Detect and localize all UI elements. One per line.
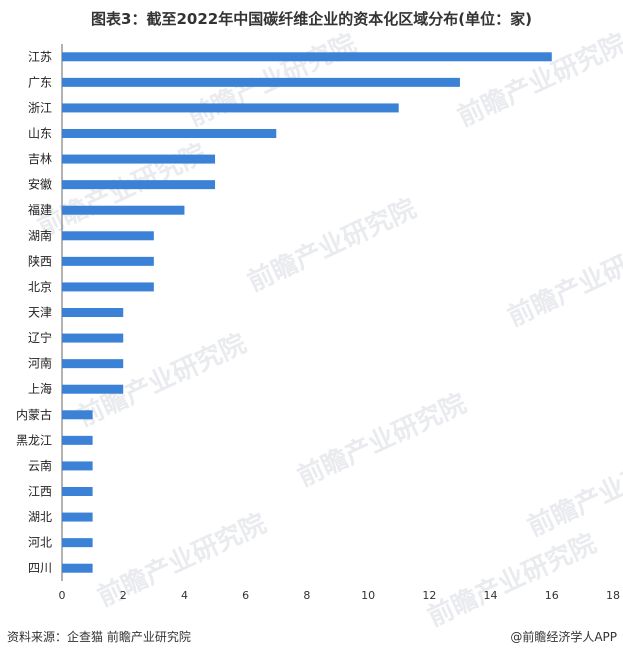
- x-tick-label: 18: [606, 589, 620, 602]
- bar-13: [62, 384, 124, 394]
- bar-8: [62, 256, 154, 266]
- category-label: 四川: [28, 561, 52, 575]
- category-label: 湖南: [28, 228, 52, 243]
- category-label: 河南: [28, 356, 52, 371]
- category-label: 吉林: [28, 152, 52, 166]
- category-label: 陕西: [28, 253, 52, 268]
- x-tick-label: 10: [361, 589, 375, 602]
- bar-14: [62, 410, 93, 420]
- category-label: 江苏: [28, 50, 52, 64]
- bar-20: [62, 563, 93, 573]
- x-tick-label: 8: [303, 589, 310, 602]
- bar-10: [62, 308, 124, 317]
- chart-title: 图表3：截至2022年中国碳纤维企业的资本化区域分布(单位：家): [91, 10, 532, 28]
- bar-1: [62, 77, 460, 87]
- bar-9: [62, 282, 154, 292]
- bar-chart: 江苏广东浙江山东吉林安徽福建湖南陕西北京天津辽宁河南上海内蒙古黑龙江云南江西湖北…: [16, 44, 620, 602]
- category-label: 云南: [28, 458, 52, 473]
- category-label: 内蒙古: [16, 407, 52, 422]
- category-label: 山东: [28, 127, 52, 141]
- category-label: 天津: [28, 306, 52, 320]
- x-tick-label: 12: [422, 589, 436, 602]
- category-label: 江西: [28, 485, 52, 499]
- category-label: 湖北: [28, 509, 52, 524]
- bar-16: [62, 461, 93, 471]
- bar-2: [62, 103, 399, 113]
- x-tick-label: 6: [242, 589, 249, 602]
- bar-6: [62, 205, 185, 215]
- bar-15: [62, 435, 93, 445]
- bar-3: [62, 129, 277, 138]
- brand-label: @前瞻经济学人APP: [510, 630, 617, 644]
- category-label: 黑龙江: [16, 433, 52, 447]
- bar-17: [62, 487, 93, 496]
- bar-18: [62, 512, 93, 522]
- x-tick-label: 2: [120, 589, 127, 602]
- bar-4: [62, 154, 216, 164]
- bar-11: [62, 333, 124, 343]
- category-label: 上海: [28, 381, 52, 396]
- bar-7: [62, 231, 154, 241]
- bar-0: [62, 52, 552, 62]
- category-label: 北京: [28, 280, 52, 294]
- x-tick-label: 0: [59, 589, 66, 602]
- category-label: 安徽: [28, 177, 52, 192]
- category-label: 辽宁: [28, 330, 52, 345]
- bar-5: [62, 180, 216, 190]
- x-tick-label: 14: [484, 589, 498, 602]
- bar-12: [62, 359, 124, 369]
- source-note: 资料来源：企查猫 前瞻产业研究院: [7, 630, 191, 644]
- category-label: 福建: [28, 202, 52, 217]
- category-label: 广东: [28, 75, 52, 89]
- bar-19: [62, 538, 93, 548]
- x-tick-label: 16: [545, 589, 559, 602]
- category-label: 河北: [28, 536, 52, 550]
- x-tick-label: 4: [181, 589, 188, 602]
- category-label: 浙江: [28, 101, 52, 115]
